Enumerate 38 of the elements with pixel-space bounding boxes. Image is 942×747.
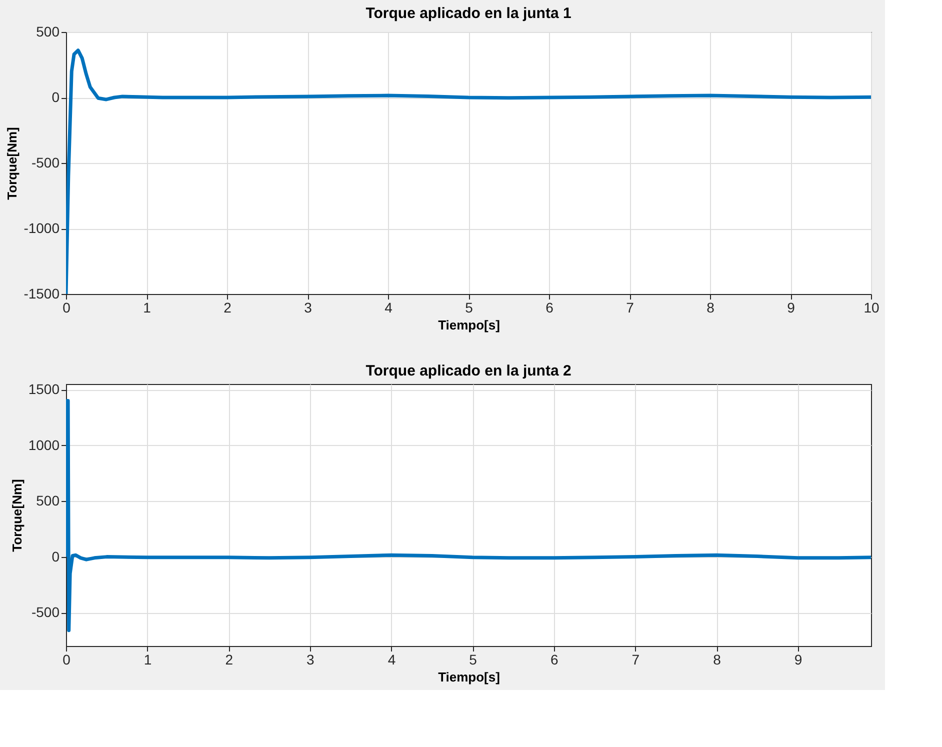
x-axis-title: Tiempo[s]	[438, 670, 500, 684]
x-tick-label: 1	[144, 652, 152, 668]
x-tick-label: 7	[632, 652, 640, 668]
x-tick-label: 6	[550, 652, 558, 668]
y-axis-title: Torque[Nm]	[9, 479, 24, 552]
x-tick-label: 7	[626, 300, 634, 316]
x-tick-label: 10	[864, 300, 880, 316]
y-tick-label: 1500	[28, 381, 60, 398]
x-tick-label: 1	[143, 300, 152, 316]
y-tick-label: 0	[52, 89, 60, 105]
x-tick-label: 4	[388, 652, 396, 668]
y-tick-label: -500	[31, 154, 60, 170]
x-tick-label: 5	[469, 652, 478, 668]
x-tick-label: 6	[546, 300, 554, 316]
x-tick-label: 3	[304, 300, 312, 316]
y-tick-label: -1500	[24, 286, 60, 302]
x-tick-label: 9	[787, 300, 796, 316]
y-tick-label: -500	[31, 604, 60, 620]
y-tick-label: 500	[36, 24, 60, 40]
x-tick-label: 0	[62, 300, 71, 316]
x-tick-label: 9	[794, 652, 802, 668]
x-tick-label: 3	[306, 652, 315, 668]
x-tick-label: 5	[465, 300, 474, 316]
chart-title: Torque aplicado en la junta 2	[366, 362, 572, 380]
y-axis-title: Torque[Nm]	[4, 127, 20, 200]
x-tick-label: 2	[225, 652, 234, 668]
x-tick-label: 8	[713, 652, 722, 668]
y-tick-label: 1000	[28, 436, 60, 453]
x-tick-label: 2	[224, 300, 232, 316]
y-tick-label: 500	[36, 492, 60, 509]
x-axis-title: Tiempo[s]	[438, 318, 500, 332]
y-tick-label: -1000	[24, 220, 60, 236]
chart-title: Torque aplicado en la junta 1	[366, 5, 572, 22]
line-series	[66, 398, 871, 632]
x-tick-label: 8	[706, 300, 715, 316]
x-tick-label: 4	[384, 300, 393, 316]
x-tick-label: 0	[62, 652, 71, 668]
y-tick-label: 0	[52, 548, 60, 564]
